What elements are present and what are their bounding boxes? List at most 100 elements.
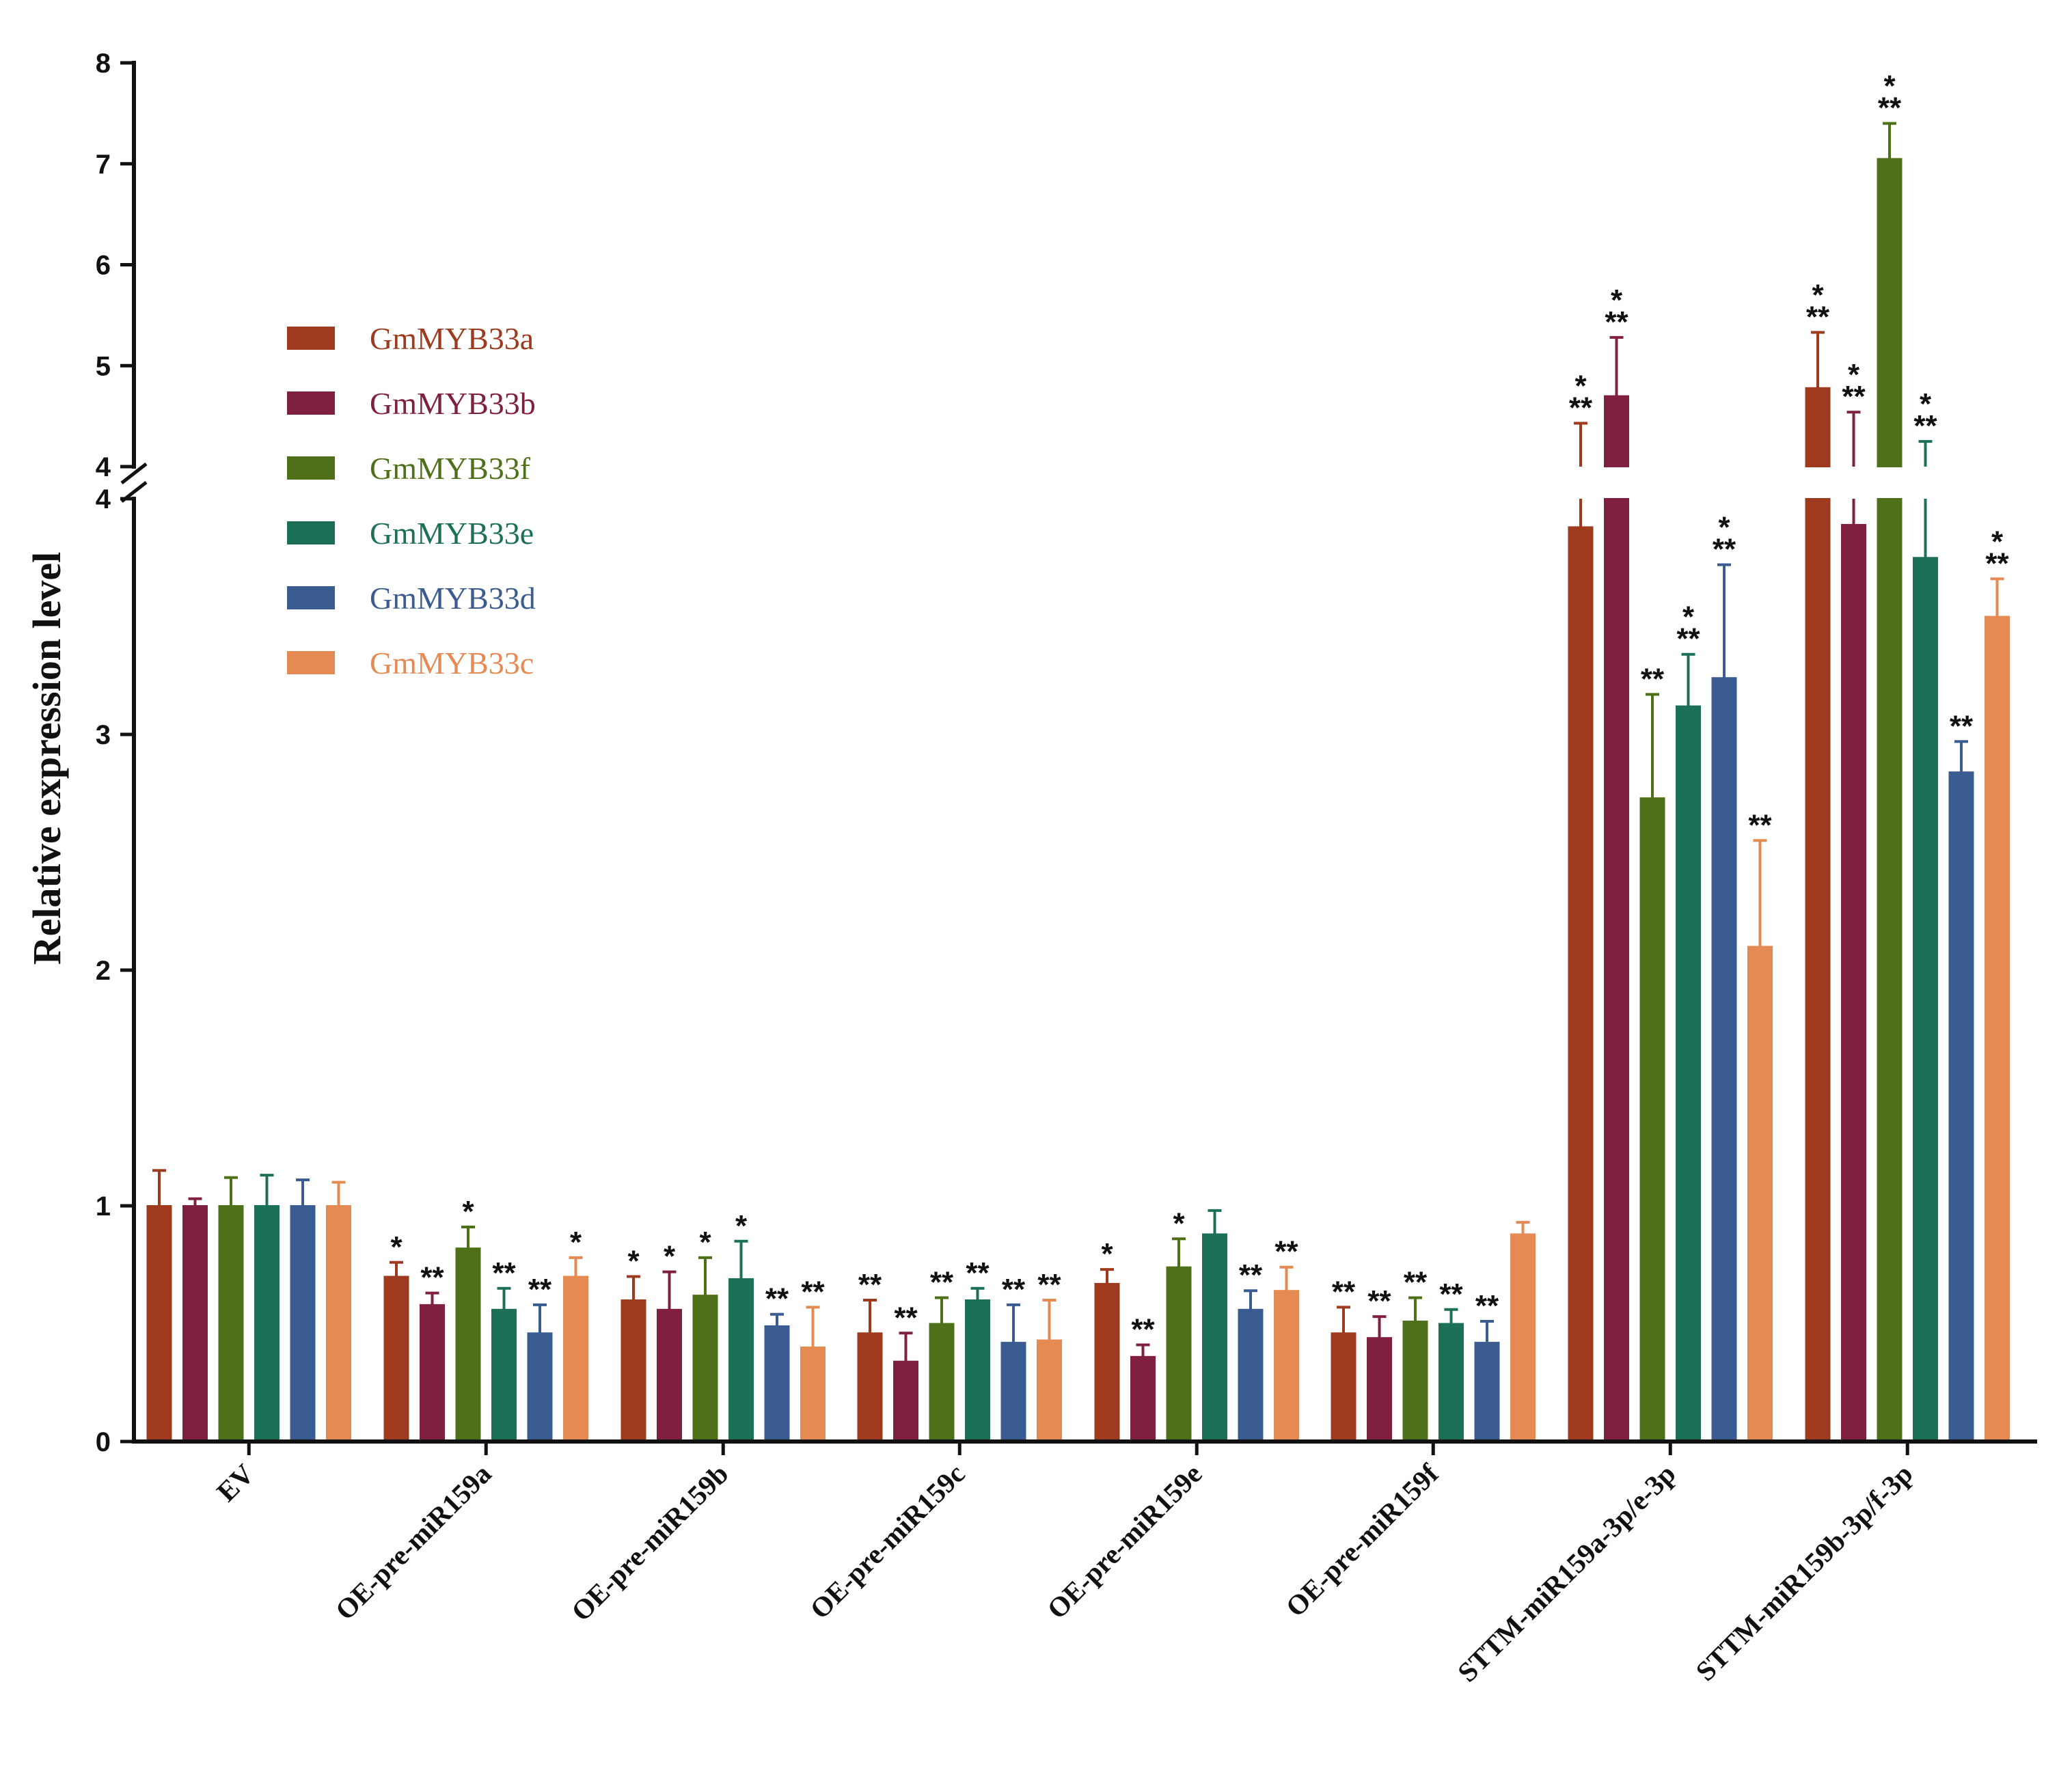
significance-mark: * (664, 1240, 676, 1273)
significance-mark: ** (1806, 300, 1830, 333)
significance-mark: ** (894, 1301, 918, 1334)
bar (1166, 1266, 1192, 1442)
legend-swatch (287, 586, 335, 609)
significance-mark: ** (1002, 1273, 1026, 1306)
significance-mark: ** (492, 1256, 516, 1290)
legend-swatch (287, 327, 335, 350)
significance-mark: * (1920, 387, 1932, 421)
legend-label: GmMYB33e (370, 516, 534, 551)
bar (1367, 1337, 1392, 1442)
significance-mark: ** (1037, 1268, 1061, 1301)
bar (1639, 797, 1665, 1442)
significance-mark: ** (1748, 808, 1772, 842)
bar (1094, 1282, 1120, 1442)
x-category-label: OE-pre-miR159e (1041, 1458, 1208, 1625)
bar (455, 1247, 481, 1442)
axis-break-mark (120, 463, 148, 484)
significance-mark: ** (1332, 1275, 1356, 1308)
bar (1274, 1290, 1299, 1442)
y-tick-label: 6 (96, 251, 111, 281)
series-gmmyb33b: ***** ********** (182, 284, 1866, 1443)
bar (1202, 1233, 1227, 1443)
significance-mark: * (570, 1226, 582, 1259)
plot-area: * ***************** **********************… (146, 70, 2010, 1443)
y-tick-label: 1 (96, 1191, 111, 1222)
bar (893, 1360, 918, 1442)
x-category-label: OE-pre-miR159a (329, 1458, 497, 1626)
significance-mark: * (1848, 358, 1860, 391)
significance-mark: * (1101, 1237, 1113, 1271)
significance-mark: ** (1439, 1278, 1463, 1311)
significance-mark: * (1574, 369, 1587, 402)
significance-mark: ** (1842, 380, 1866, 413)
significance-mark: ** (1569, 391, 1593, 424)
axes: 0 1 2 3 44 5 6 7 8 EV OE-pre-miR159a OE-pre-miR159b… (96, 49, 2037, 1688)
bar (692, 1295, 718, 1442)
significance-mark: * (699, 1226, 711, 1259)
bar (1841, 523, 1866, 1443)
significance-mark: * (1611, 284, 1623, 317)
x-category-label: EV (210, 1458, 260, 1508)
y-tick-label: 7 (96, 150, 111, 180)
significance-mark: ** (858, 1268, 882, 1301)
significance-mark: ** (1950, 709, 1974, 743)
series-gmmyb33c: *** ********* (326, 525, 2010, 1443)
significance-mark: ** (1404, 1266, 1428, 1299)
series-gmmyb33d: ** ** ** ********* (290, 511, 1974, 1443)
significance-mark: * (1718, 511, 1730, 545)
bar (218, 1205, 244, 1442)
significance-mark: ** (930, 1266, 954, 1299)
bar (1985, 616, 2010, 1442)
y-tick-label: 5 (96, 351, 111, 381)
bar (657, 1308, 682, 1443)
bar (1805, 498, 1831, 1442)
x-category-label: OE-pre-miR159b (565, 1458, 735, 1627)
bar (491, 1308, 517, 1443)
bar (965, 1299, 990, 1442)
significance-mark: * (1991, 525, 2004, 558)
bar (1438, 1323, 1464, 1442)
legend-label: GmMYB33d (370, 581, 536, 616)
bar (1877, 498, 1903, 1442)
bar (254, 1205, 279, 1442)
bar (1238, 1308, 1264, 1443)
significance-mark: ** (966, 1256, 990, 1290)
legend-swatch (287, 521, 335, 545)
significance-mark: ** (1239, 1258, 1263, 1292)
bar (1510, 1233, 1536, 1443)
series-gmmyb33a: * ************ (146, 278, 1831, 1443)
legend-item-gmmyb33f: GmMYB33f (287, 451, 531, 486)
bar (1711, 677, 1737, 1443)
y-tick-label: 2 (96, 956, 111, 986)
significance-mark: ** (1475, 1289, 1499, 1323)
bar (563, 1276, 588, 1442)
significance-mark: * (1173, 1207, 1185, 1240)
bar (420, 1304, 445, 1443)
legend-label: GmMYB33b (370, 386, 536, 421)
y-axis-label: Relative expression level (25, 552, 69, 965)
bar (1568, 526, 1594, 1442)
bar (146, 1205, 172, 1442)
bar (1331, 1332, 1356, 1443)
significance-mark: ** (1878, 92, 1902, 125)
bar (728, 1278, 754, 1442)
bar (857, 1332, 883, 1443)
significance-mark: ** (1713, 533, 1736, 566)
significance-mark: ** (801, 1275, 825, 1308)
bar (1676, 705, 1701, 1442)
bar (1877, 158, 1903, 468)
y-tick-label: 3 (96, 720, 111, 750)
legend-item-gmmyb33b: GmMYB33b (287, 386, 536, 421)
legend: GmMYB33a GmMYB33b GmMYB33f GmMYB33e GmMYB33d… (287, 321, 536, 680)
bar (764, 1325, 790, 1442)
significance-mark: ** (1274, 1235, 1298, 1269)
significance-mark: ** (528, 1273, 552, 1306)
bar (1037, 1339, 1062, 1443)
x-category-label: OE-pre-miR159c (804, 1458, 971, 1625)
legend-item-gmmyb33d: GmMYB33d (287, 581, 536, 616)
legend-item-gmmyb33c: GmMYB33c (287, 646, 534, 680)
legend-swatch (287, 391, 335, 415)
bar (1747, 946, 1773, 1442)
series-gmmyb33e: ************* (254, 387, 1938, 1443)
